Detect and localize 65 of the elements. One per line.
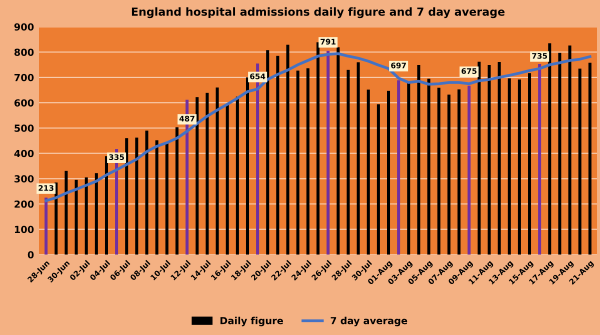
y-tick-label: 700 [14, 74, 34, 82]
bar [296, 70, 300, 255]
bar [286, 44, 290, 255]
bar [528, 73, 532, 255]
bar [478, 62, 481, 255]
y-tick-label: 100 [14, 226, 34, 234]
bar [246, 77, 250, 255]
y-tick-label: 900 [14, 23, 34, 31]
bar [346, 70, 350, 255]
bar [336, 47, 340, 255]
bar [226, 104, 229, 255]
bar [407, 82, 410, 255]
bar [276, 56, 280, 255]
bar [175, 127, 178, 255]
bar [236, 96, 239, 255]
bar [145, 130, 148, 255]
bar [366, 90, 370, 255]
y-tick-label: 200 [14, 200, 34, 208]
bar [458, 89, 461, 255]
bar [84, 177, 88, 255]
bar [518, 79, 521, 255]
bar [447, 94, 450, 255]
bar [468, 86, 471, 255]
bar [125, 138, 128, 255]
legend-label: 7 day average [330, 316, 408, 326]
bar [135, 138, 138, 255]
bar [44, 198, 48, 255]
y-tick-label: 500 [14, 124, 34, 132]
bar [376, 104, 380, 255]
bar [206, 92, 209, 255]
bar [498, 62, 501, 255]
bar [437, 88, 440, 255]
bar [54, 182, 58, 255]
bar [488, 65, 491, 255]
bar [568, 46, 572, 255]
bar [316, 42, 320, 255]
bar [427, 78, 430, 255]
y-tick-label: 800 [14, 48, 34, 56]
bar [266, 50, 270, 255]
bar [538, 64, 542, 255]
bar [104, 156, 108, 255]
y-tick-label: 400 [14, 150, 34, 158]
bar [356, 62, 360, 255]
bar [578, 68, 582, 255]
bar [155, 140, 158, 255]
y-tick-label: 300 [14, 175, 34, 182]
bar [386, 90, 390, 255]
y-tick-label: 0 [28, 251, 34, 258]
bar [558, 52, 562, 255]
bar [508, 78, 511, 255]
bar [588, 62, 592, 255]
bar [216, 88, 219, 255]
bar [306, 68, 310, 255]
bar [417, 65, 420, 255]
bar [196, 97, 199, 255]
chart-title: England hospital admissions daily figure and 7 day average [132, 7, 505, 18]
bar [548, 43, 552, 255]
bar [397, 80, 400, 255]
bar [64, 170, 68, 255]
legend-label: Daily figure [220, 316, 283, 326]
bar [165, 142, 168, 255]
bar [326, 50, 330, 255]
bar [94, 173, 98, 255]
y-tick-label: 600 [14, 99, 34, 107]
bar [74, 180, 78, 255]
